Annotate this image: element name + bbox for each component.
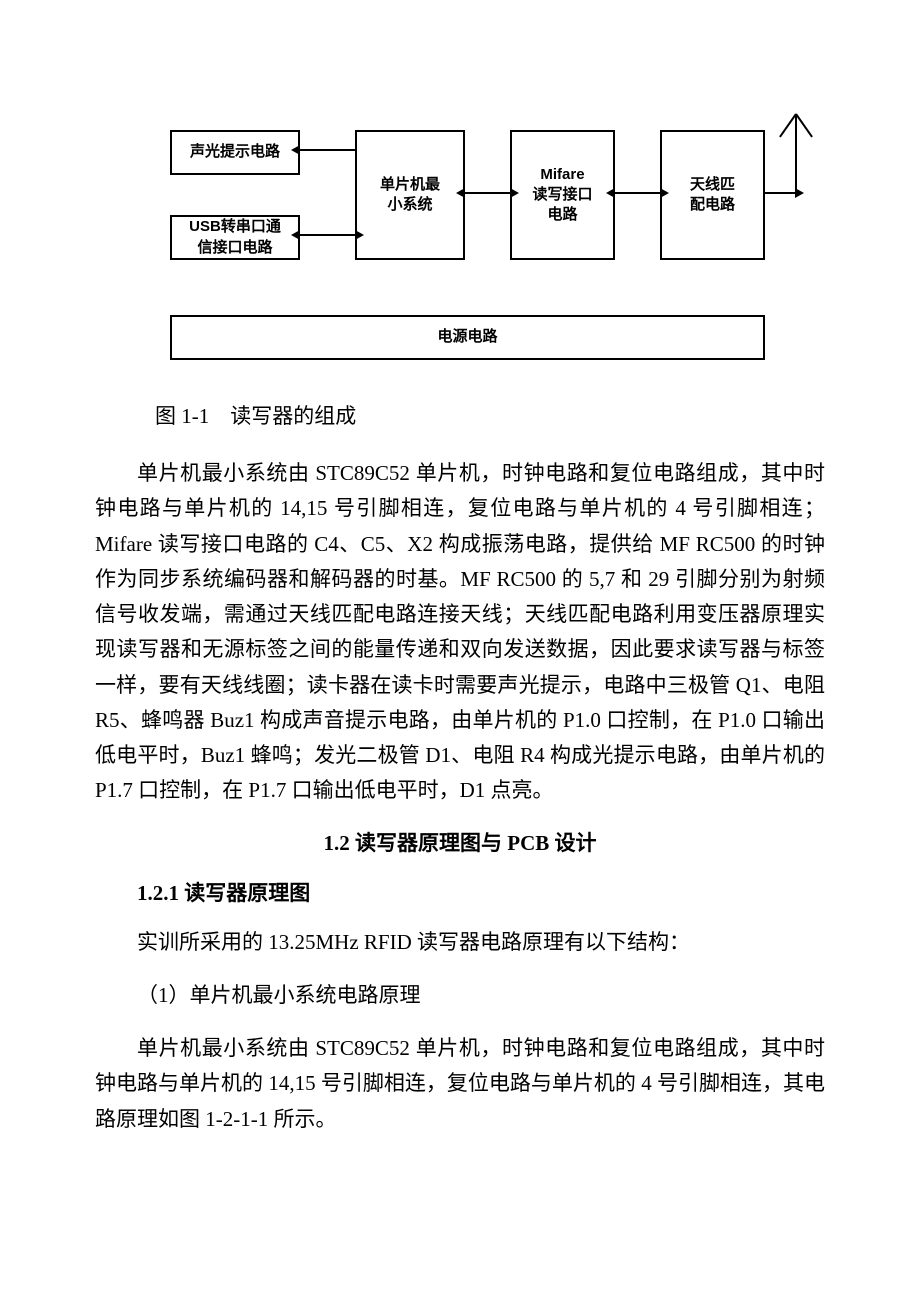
diagram-box-b4: Mifare读写接口电路 xyxy=(510,130,615,260)
block-diagram: 声光提示电路 USB转串口通信接口电路 单片机最小系统 Mifare读写接口电路天线匹… xyxy=(110,100,810,380)
diagram-arrow-0 xyxy=(300,149,355,151)
section-heading-1-2: 1.2 读写器原理图与 PCB 设计 xyxy=(95,827,825,857)
arrowhead-left-icon xyxy=(291,145,300,155)
diagram-box-b1: 声光提示电路 xyxy=(170,130,300,175)
arrowhead-right-icon xyxy=(660,188,669,198)
subsection-heading-1-2-1: 1.2.1 读写器原理图 xyxy=(95,877,825,907)
figure-caption: 图 1-1 读写器的组成 xyxy=(155,400,825,430)
diagram-box-b2: USB转串口通信接口电路 xyxy=(170,215,300,260)
paragraph-4: 单片机最小系统由 STC89C52 单片机，时钟电路和复位电路组成，其中时钟电路… xyxy=(95,1031,825,1137)
diagram-arrow-3 xyxy=(615,192,660,194)
paragraph-3: （1）单片机最小系统电路原理 xyxy=(95,978,825,1013)
antenna-diag-icon xyxy=(795,113,813,137)
diagram-arrow-4 xyxy=(765,192,795,194)
paragraph-1: 单片机最小系统由 STC89C52 单片机，时钟电路和复位电路组成，其中时钟电路… xyxy=(95,456,825,809)
diagram-arrow-1 xyxy=(300,234,355,236)
antenna-icon xyxy=(795,114,797,194)
arrowhead-right-icon xyxy=(355,230,364,240)
arrowhead-right-icon xyxy=(510,188,519,198)
diagram-box-b5: 天线匹配电路 xyxy=(660,130,765,260)
diagram-arrow-2 xyxy=(465,192,510,194)
arrowhead-left-icon xyxy=(606,188,615,198)
arrowhead-left-icon xyxy=(456,188,465,198)
diagram-box-b3: 单片机最小系统 xyxy=(355,130,465,260)
diagram-box-b6: 电源电路 xyxy=(170,315,765,360)
arrowhead-left-icon xyxy=(291,230,300,240)
paragraph-2: 实训所采用的 13.25MHz RFID 读写器电路原理有以下结构： xyxy=(95,925,825,960)
